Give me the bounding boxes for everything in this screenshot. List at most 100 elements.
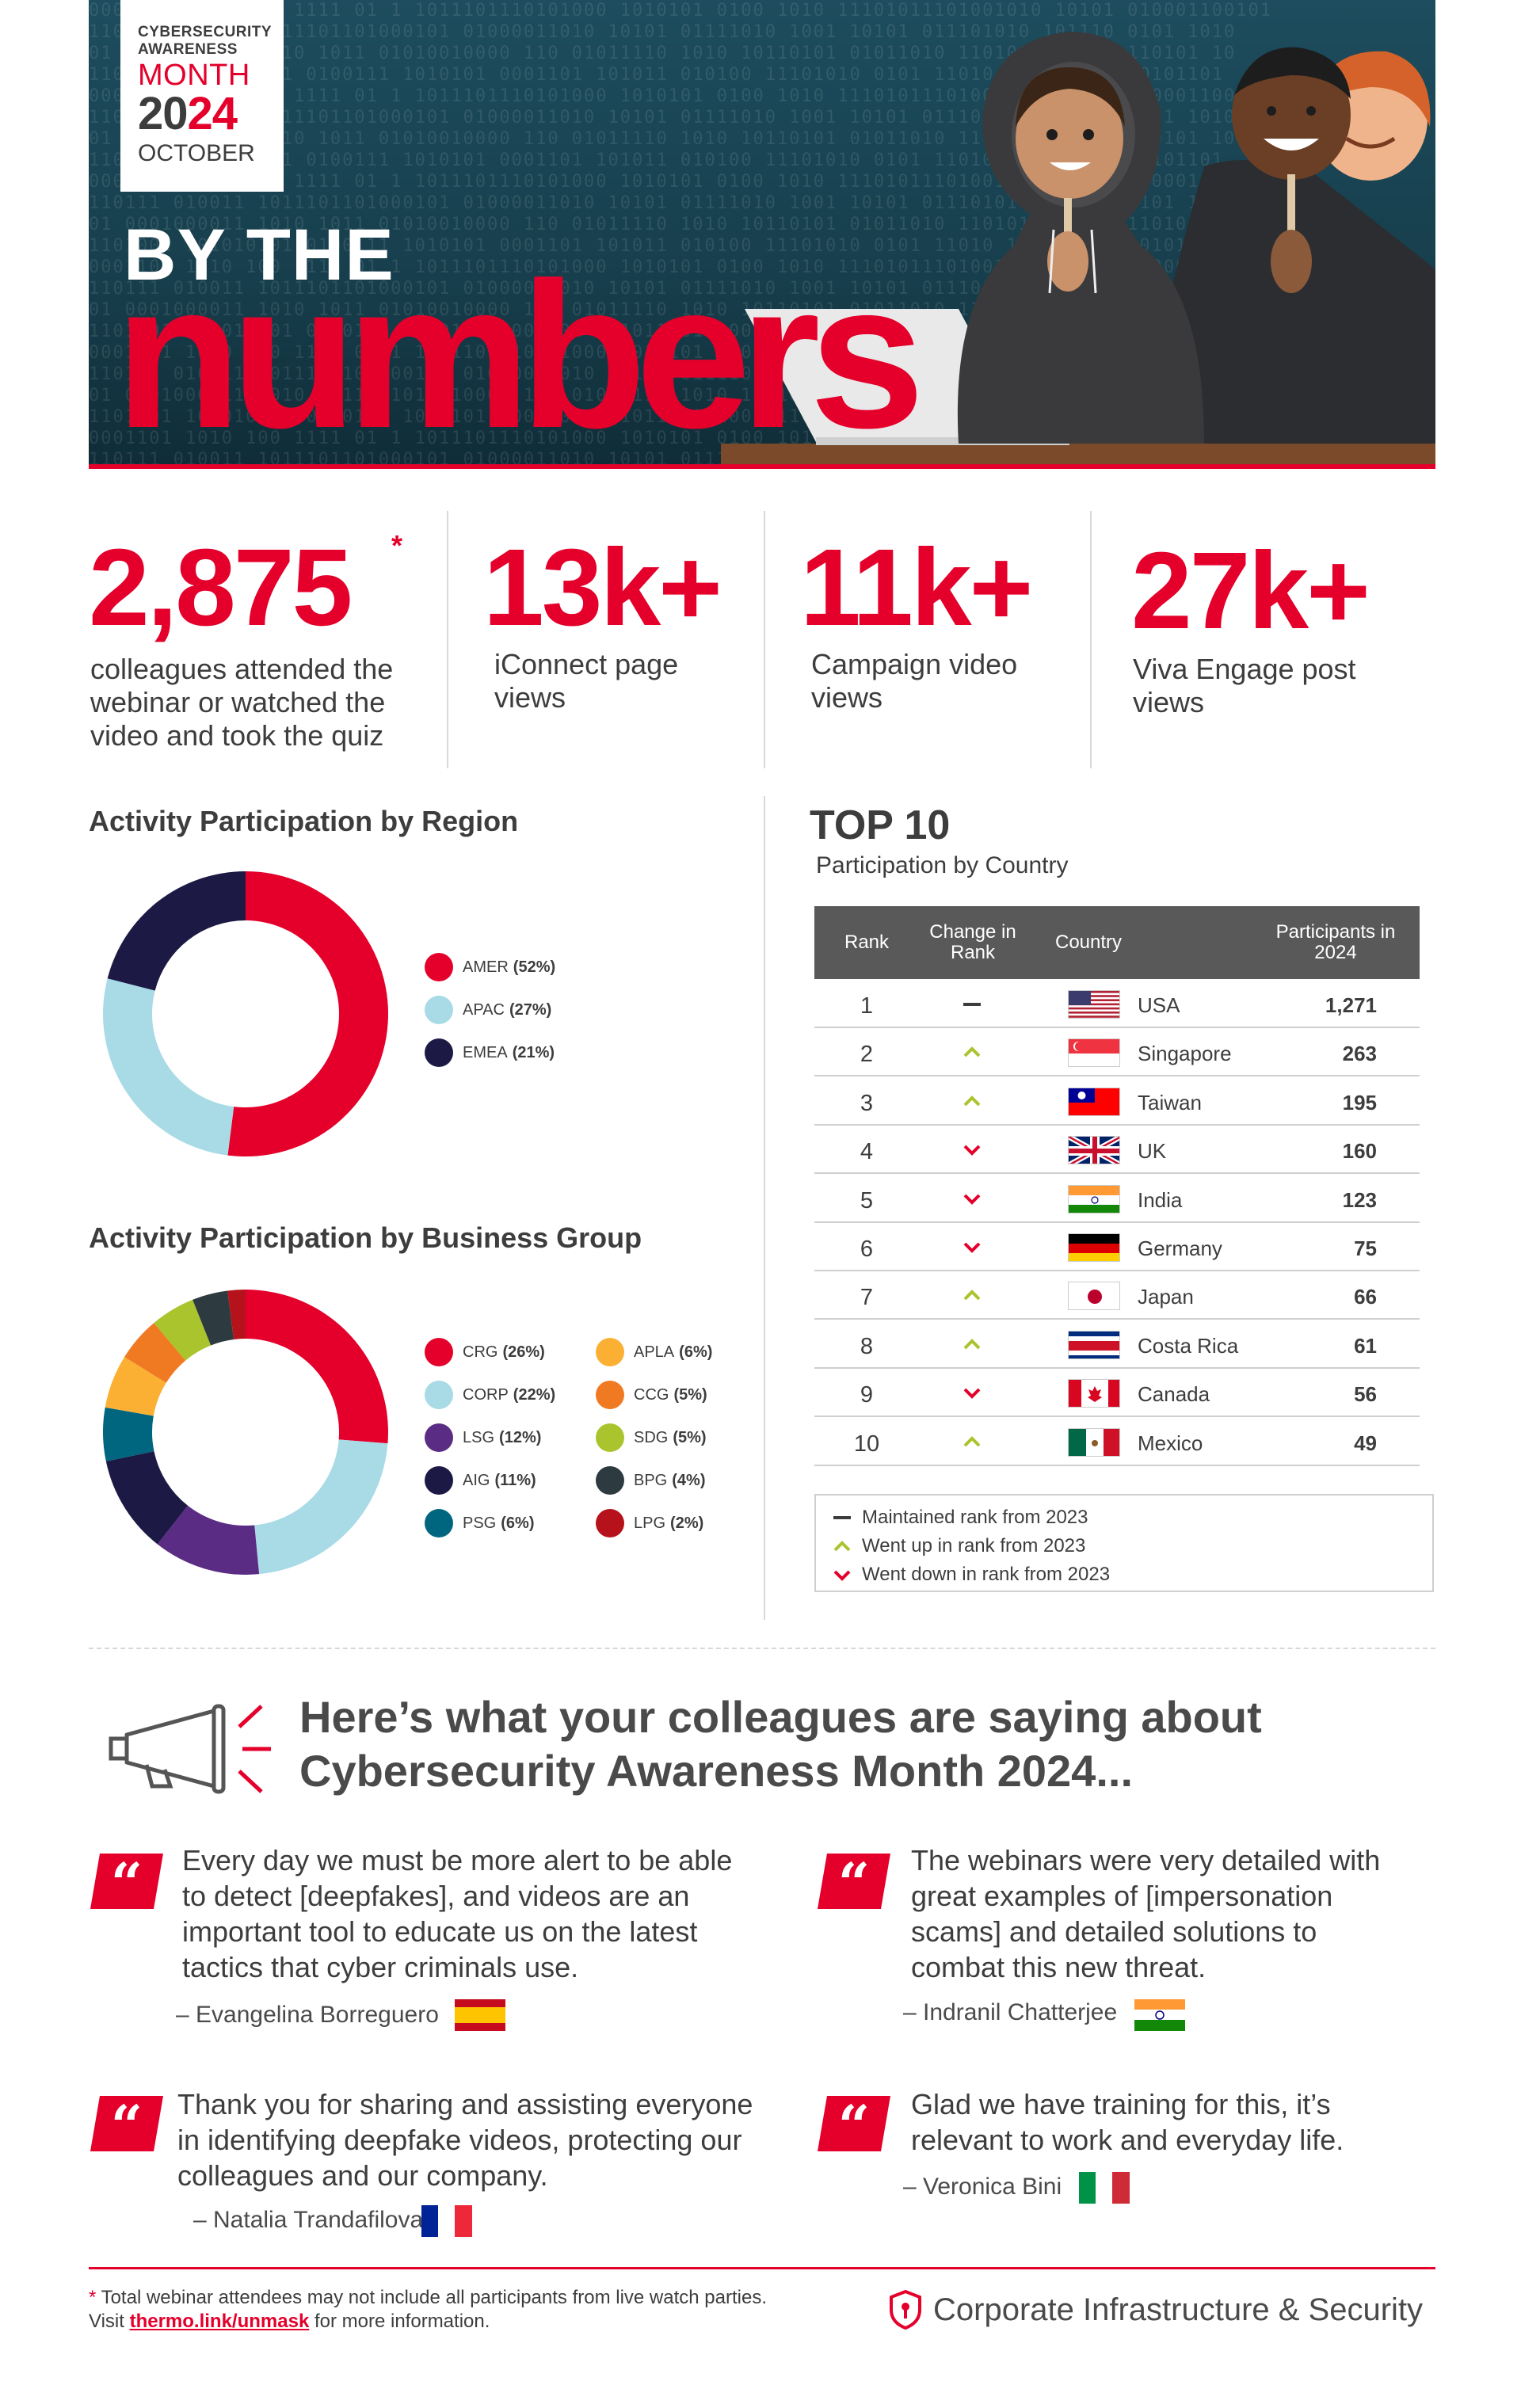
donut-slice-sdg: [154, 1299, 212, 1361]
change-cell: [949, 1187, 997, 1210]
legend-bpg: BPG (4%): [596, 1459, 712, 1502]
table-row: 5 India 123: [814, 1175, 1420, 1223]
legend-dot: [425, 1509, 453, 1537]
stat-divider: [1090, 511, 1092, 768]
header-rank: Rank: [844, 932, 890, 953]
italy-flag-icon: [1079, 2172, 1130, 2204]
chevron-up-icon: [963, 1338, 981, 1350]
stat-video-number: 11k+: [800, 527, 1033, 649]
hand-left: [1047, 231, 1088, 291]
legend-up: Went up in rank from 2023: [830, 1532, 1432, 1560]
donut-slice-apac: [103, 978, 234, 1156]
rank-legend: Maintained rank from 2023 Went up in ran…: [814, 1494, 1434, 1592]
legend-dot: [425, 1338, 453, 1366]
dash-icon: [833, 1516, 851, 1519]
participants-cell: 75: [1354, 1236, 1377, 1260]
flag-cell: [1068, 1379, 1120, 1408]
table-row: 10 Mexico 49: [814, 1419, 1420, 1466]
legend-dot: [425, 1381, 453, 1409]
footer-asterisk: *: [89, 2287, 97, 2308]
legend-aig: AIG (11%): [425, 1459, 555, 1502]
campaign-line-2: AWARENESS: [138, 41, 238, 58]
table-row: 4 UK 160: [814, 1126, 1420, 1175]
legend-dot: [425, 1466, 453, 1495]
flag-cell: [1068, 1184, 1120, 1214]
legend-apac: APAC (27%): [425, 989, 555, 1031]
legend-psg: PSG (6%): [425, 1502, 555, 1545]
legend-dot: [425, 1423, 453, 1452]
stat-attendees-desc: colleagues attended the webinar or watch…: [90, 653, 394, 752]
top10-subtitle: Participation by Country: [816, 852, 1069, 878]
footer-divider: [89, 2267, 1435, 2269]
legend-dot: [596, 1381, 624, 1409]
chevron-up-icon: [963, 1290, 981, 1301]
usa-flag-icon: [1069, 991, 1119, 1018]
canada-flag-icon: [1069, 1380, 1119, 1408]
chevron-down-icon: [963, 1388, 981, 1400]
donut-slice-apla: [105, 1357, 166, 1416]
unmask-link[interactable]: thermo.link/unmask: [129, 2311, 310, 2332]
flag-cell: [1068, 990, 1120, 1019]
header-country: Country: [1055, 932, 1123, 953]
change-cell: [949, 1430, 997, 1454]
header-change: Change in Rank: [929, 921, 1016, 963]
legend-dot: [596, 1423, 624, 1452]
quote-1-text: Every day we must be more alert to be ab…: [182, 1844, 733, 1983]
stat-viva-number: 27k+: [1131, 530, 1370, 652]
flag-cell: [1068, 1038, 1120, 1068]
footer-note-line-1: Total webinar attendees may not include …: [96, 2287, 767, 2308]
stat-video-desc: Campaign video views: [811, 648, 1018, 714]
stat-iconnect-number: 13k+: [483, 527, 722, 649]
legend-dot: [596, 1338, 624, 1366]
quote-3-author: – Natalia Trandafilova: [193, 2207, 424, 2233]
japan-flag-icon: [1069, 1282, 1119, 1310]
donut-slice-crg: [246, 1290, 388, 1444]
stat-viva-desc: Viva Engage post views: [1133, 653, 1356, 718]
header-participants: Participants in 2024: [1275, 921, 1396, 963]
campaign-badge: CYBERSECURITY AWARENESS MONTH 2024 OCTOB…: [120, 0, 284, 192]
chevron-up-icon: [963, 1435, 981, 1447]
country-cell: Canada: [1138, 1382, 1210, 1407]
legend-dot: [425, 1038, 453, 1067]
table-row: 9 Canada 56: [814, 1370, 1420, 1418]
brand-name: Corporate Infrastructure & Security: [933, 2292, 1424, 2327]
donut-slice-ccg: [124, 1323, 186, 1383]
legend-dot: [425, 996, 453, 1024]
quote-4-author: – Veronica Bini: [903, 2174, 1062, 2200]
participants-cell: 66: [1354, 1285, 1377, 1309]
change-cell: [949, 1089, 997, 1113]
chevron-down-icon: [963, 1145, 981, 1156]
change-cell: [949, 1040, 997, 1064]
country-cell: Germany: [1138, 1236, 1222, 1260]
campaign-line-1: CYBERSECURITY: [138, 24, 273, 40]
rank-cell: 5: [860, 1187, 874, 1214]
donut-slice-lpg: [227, 1290, 246, 1339]
quote-mark-icon: “: [90, 2096, 163, 2151]
campaign-month: OCTOBER: [138, 140, 255, 166]
flag-cell: [1068, 1330, 1120, 1359]
megaphone-icon: [109, 1704, 271, 1794]
legend-emea: EMEA (21%): [425, 1031, 555, 1074]
country-cell: USA: [1138, 993, 1180, 1017]
country-cell: UK: [1138, 1139, 1167, 1164]
participants-cell: 49: [1354, 1431, 1377, 1455]
legend-corp: CORP (22%): [425, 1374, 555, 1416]
mexico-flag-icon: [1069, 1428, 1119, 1456]
donut-slice-corp: [254, 1439, 388, 1575]
legend-dot: [596, 1509, 624, 1537]
legend-amer: AMER (52%): [425, 946, 555, 989]
participants-cell: 56: [1354, 1382, 1377, 1407]
donut-slice-aig: [105, 1451, 189, 1545]
chevron-up-icon: [963, 1095, 981, 1107]
rank-cell: 10: [853, 1431, 880, 1457]
hand-right: [1271, 230, 1312, 293]
year-part-2: 24: [187, 88, 238, 139]
rank-cell: 1: [860, 993, 874, 1019]
chevron-up-icon: [963, 1046, 981, 1057]
spain-flag-icon: [455, 1999, 505, 2031]
legend-maintained: Maintained rank from 2023: [830, 1503, 1432, 1532]
table-row: 2 Singapore 263: [814, 1029, 1420, 1077]
change-cell: [949, 1381, 997, 1404]
country-cell: India: [1138, 1187, 1183, 1212]
year-part-1: 20: [138, 88, 189, 139]
